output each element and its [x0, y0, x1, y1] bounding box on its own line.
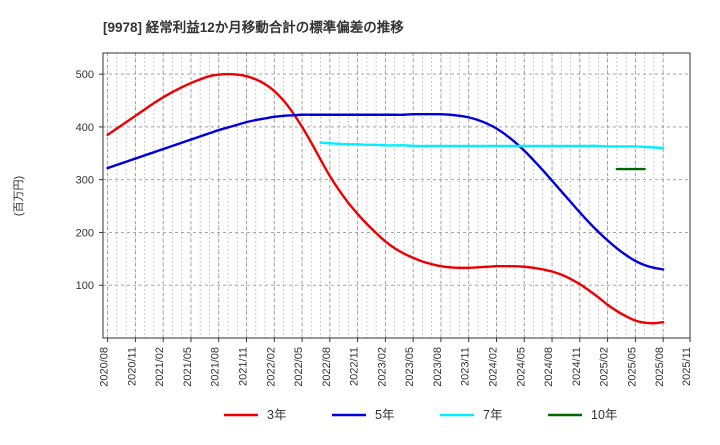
x-tick-label: 2025/11 [681, 347, 693, 386]
series-line-5年 [106, 112, 665, 271]
y-tick-label: 200 [76, 227, 94, 239]
legend-label-3年[interactable]: 3年 [267, 408, 286, 422]
x-tick-label: 2023/05 [404, 347, 416, 387]
series-lines [106, 72, 665, 325]
x-tick-label: 2020/11 [126, 347, 138, 386]
x-tick-label: 2022/05 [293, 347, 305, 387]
y-tick-label: 500 [76, 69, 94, 81]
x-tick-label: 2021/11 [238, 347, 250, 386]
legend-label-5年[interactable]: 5年 [375, 408, 394, 422]
x-tick-label: 2025/08 [654, 347, 666, 387]
x-tick-label: 2022/02 [265, 347, 277, 387]
chart-title: [9978] 経常利益12か月移動合計の標準偏差の推移 [103, 19, 404, 35]
x-tick-label: 2025/02 [599, 347, 611, 387]
series-line-7年 [319, 141, 665, 150]
chart-legend: 3年 5年 7年 10年 [224, 408, 617, 422]
x-tick-label: 2025/05 [626, 347, 638, 387]
y-axis-title: (百万円) [13, 176, 25, 216]
legend-label-10年[interactable]: 10年 [591, 408, 617, 422]
x-tick-label: 2022/08 [321, 347, 333, 387]
y-axis-ticks: 100 200 300 400 500 [76, 69, 103, 292]
x-tick-label: 2022/11 [349, 347, 361, 386]
x-tick-label: 2023/08 [432, 347, 444, 387]
x-tick-label: 2023/02 [376, 347, 388, 387]
x-tick-label: 2024/05 [515, 347, 527, 387]
x-tick-label: 2021/02 [154, 347, 166, 387]
x-axis-ticks: 2020/08 2020/11 2021/02 2021/05 2021/08 2021/… [99, 338, 693, 387]
x-tick-label: 2023/11 [460, 347, 472, 386]
x-tick-label: 2021/05 [182, 347, 194, 387]
y-tick-label: 100 [76, 280, 94, 292]
x-tick-label: 2024/11 [571, 347, 583, 386]
plot-area-frame [102, 52, 691, 339]
y-tick-label: 300 [76, 175, 94, 187]
x-tick-label: 2024/08 [543, 347, 555, 387]
legend-label-7年[interactable]: 7年 [483, 408, 502, 422]
y-gridlines [103, 73, 690, 286]
y-tick-label: 400 [76, 122, 94, 134]
x-tick-label: 2024/02 [487, 347, 499, 387]
x-tick-label: 2021/08 [210, 347, 222, 387]
series-line-3年 [106, 72, 665, 325]
minor-gridlines [107, 53, 664, 338]
x-tick-label: 2020/08 [99, 347, 111, 387]
